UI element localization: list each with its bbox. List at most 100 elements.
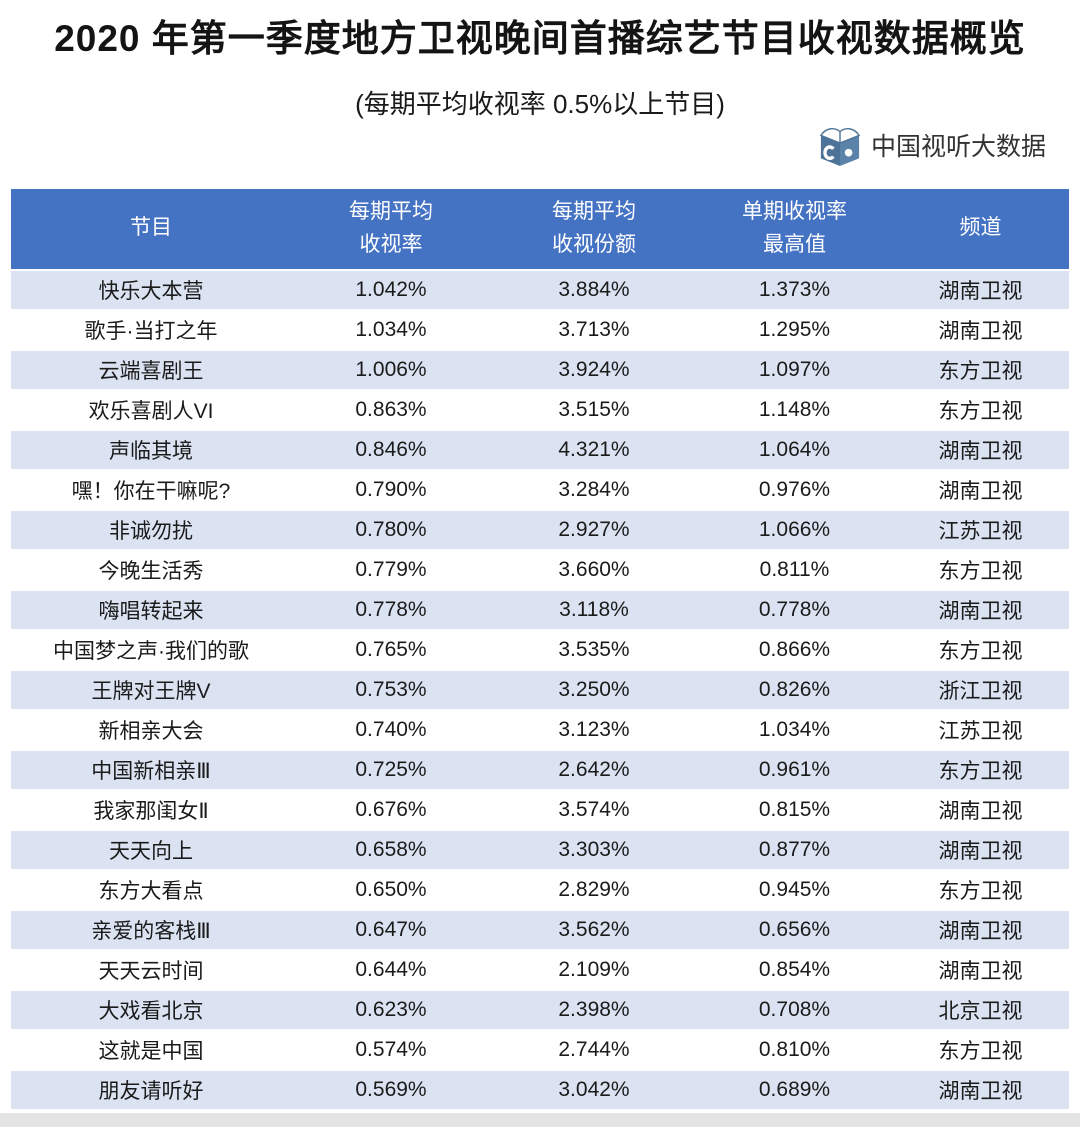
table-row: 东方大看点 0.650% 2.829% 0.945% 东方卫视	[11, 868, 1069, 909]
program-cell: 欢乐喜剧人VI	[11, 388, 291, 429]
program-cell: 这就是中国	[11, 1028, 291, 1069]
table-row: 中国新相亲Ⅲ 0.725% 2.642% 0.961% 东方卫视	[11, 748, 1069, 789]
avg-rating-cell: 0.780%	[291, 508, 491, 549]
avg-share-cell: 3.535%	[491, 628, 697, 669]
avg-rating-cell: 0.779%	[291, 548, 491, 589]
max-rating-cell: 0.656%	[697, 908, 892, 949]
channel-cell: 湖南卫视	[892, 308, 1069, 349]
avg-rating-cell: 0.647%	[291, 908, 491, 949]
program-cell: 天天云时间	[11, 948, 291, 989]
max-rating-cell: 0.689%	[697, 1068, 892, 1109]
max-rating-cell: 0.866%	[697, 628, 892, 669]
max-rating-cell: 1.064%	[697, 428, 892, 469]
program-cell: 亲爱的客栈Ⅲ	[11, 908, 291, 949]
table-row: 大戏看北京 0.623% 2.398% 0.708% 北京卫视	[11, 988, 1069, 1029]
table-row: 天天向上 0.658% 3.303% 0.877% 湖南卫视	[11, 828, 1069, 869]
max-rating-cell: 1.295%	[697, 308, 892, 349]
avg-share-cell: 2.744%	[491, 1028, 697, 1069]
channel-cell: 东方卫视	[892, 1028, 1069, 1069]
max-rating-cell: 0.815%	[697, 788, 892, 829]
program-cell: 中国梦之声·我们的歌	[11, 628, 291, 669]
max-rating-cell: 0.945%	[697, 868, 892, 909]
avg-share-cell: 3.284%	[491, 468, 697, 509]
program-cell: 中国新相亲Ⅲ	[11, 748, 291, 789]
avg-rating-cell: 0.644%	[291, 948, 491, 989]
table-row: 中国梦之声·我们的歌 0.765% 3.535% 0.866% 东方卫视	[11, 628, 1069, 669]
column-header-avg-rating: 每期平均 收视率	[291, 188, 491, 269]
avg-rating-cell: 1.006%	[291, 348, 491, 389]
program-cell: 东方大看点	[11, 868, 291, 909]
channel-cell: 湖南卫视	[892, 588, 1069, 629]
max-rating-cell: 1.373%	[697, 268, 892, 309]
avg-share-cell: 3.515%	[491, 388, 697, 429]
table-row: 今晚生活秀 0.779% 3.660% 0.811% 东方卫视	[11, 548, 1069, 589]
channel-cell: 湖南卫视	[892, 1068, 1069, 1109]
avg-share-cell: 3.250%	[491, 668, 697, 709]
max-rating-cell: 1.066%	[697, 508, 892, 549]
avg-share-cell: 3.574%	[491, 788, 697, 829]
avg-rating-cell: 0.725%	[291, 748, 491, 789]
table-row: 王牌对王牌V 0.753% 3.250% 0.826% 浙江卫视	[11, 668, 1069, 709]
avg-share-cell: 2.927%	[491, 508, 697, 549]
table-header: 节目 每期平均 收视率 每期平均 收视份额 单期收视率 最高值 频道	[11, 188, 1069, 269]
avg-rating-cell: 0.650%	[291, 868, 491, 909]
avg-share-cell: 3.123%	[491, 708, 697, 749]
channel-cell: 江苏卫视	[892, 708, 1069, 749]
avg-rating-cell: 0.569%	[291, 1068, 491, 1109]
table-row: 嗨唱转起来 0.778% 3.118% 0.778% 湖南卫视	[11, 588, 1069, 629]
avg-share-cell: 3.562%	[491, 908, 697, 949]
avg-share-cell: 2.829%	[491, 868, 697, 909]
program-cell: 我家那闺女Ⅱ	[11, 788, 291, 829]
program-cell: 歌手·当打之年	[11, 308, 291, 349]
program-cell: 云端喜剧王	[11, 348, 291, 389]
max-rating-cell: 0.961%	[697, 748, 892, 789]
table-row: 歌手·当打之年 1.034% 3.713% 1.295% 湖南卫视	[11, 308, 1069, 349]
program-cell: 朋友请听好	[11, 1068, 291, 1109]
avg-rating-cell: 0.863%	[291, 388, 491, 429]
program-cell: 新相亲大会	[11, 708, 291, 749]
max-rating-cell: 0.778%	[697, 588, 892, 629]
max-rating-cell: 0.810%	[697, 1028, 892, 1069]
column-header-channel: 频道	[892, 188, 1069, 269]
avg-rating-cell: 0.846%	[291, 428, 491, 469]
program-cell: 王牌对王牌V	[11, 668, 291, 709]
channel-cell: 东方卫视	[892, 748, 1069, 789]
channel-cell: 湖南卫视	[892, 468, 1069, 509]
max-rating-cell: 0.877%	[697, 828, 892, 869]
table-row: 声临其境 0.846% 4.321% 1.064% 湖南卫视	[11, 428, 1069, 469]
avg-share-cell: 3.660%	[491, 548, 697, 589]
avg-rating-cell: 0.753%	[291, 668, 491, 709]
table-row: 新相亲大会 0.740% 3.123% 1.034% 江苏卫视	[11, 708, 1069, 749]
channel-cell: 湖南卫视	[892, 948, 1069, 989]
channel-cell: 东方卫视	[892, 548, 1069, 589]
avg-rating-cell: 0.740%	[291, 708, 491, 749]
page-title: 2020 年第一季度地方卫视晚间首播综艺节目收视数据概览	[54, 18, 1026, 59]
max-rating-cell: 0.826%	[697, 668, 892, 709]
channel-cell: 东方卫视	[892, 388, 1069, 429]
channel-cell: 湖南卫视	[892, 268, 1069, 309]
avg-share-cell: 2.642%	[491, 748, 697, 789]
avg-share-cell: 3.713%	[491, 308, 697, 349]
max-rating-cell: 1.097%	[697, 348, 892, 389]
brand-name: 中国视听大数据	[870, 132, 1046, 161]
max-rating-cell: 1.148%	[697, 388, 892, 429]
table-row: 我家那闺女Ⅱ 0.676% 3.574% 0.815% 湖南卫视	[11, 788, 1069, 829]
channel-cell: 东方卫视	[892, 868, 1069, 909]
channel-cell: 浙江卫视	[892, 668, 1069, 709]
avg-rating-cell: 1.042%	[291, 268, 491, 309]
max-rating-cell: 0.976%	[697, 468, 892, 509]
avg-rating-cell: 0.676%	[291, 788, 491, 829]
avg-share-cell: 3.924%	[491, 348, 697, 389]
avg-share-cell: 3.884%	[491, 268, 697, 309]
avg-rating-cell: 0.765%	[291, 628, 491, 669]
table-header-row: 节目 每期平均 收视率 每期平均 收视份额 单期收视率 最高值 频道	[11, 188, 1069, 269]
channel-cell: 东方卫视	[892, 348, 1069, 389]
channel-cell: 湖南卫视	[892, 788, 1069, 829]
avg-rating-cell: 0.778%	[291, 588, 491, 629]
avg-share-cell: 4.321%	[491, 428, 697, 469]
channel-cell: 江苏卫视	[892, 508, 1069, 549]
footer-band	[0, 1113, 1080, 1127]
channel-cell: 北京卫视	[892, 988, 1069, 1029]
channel-cell: 湖南卫视	[892, 428, 1069, 469]
